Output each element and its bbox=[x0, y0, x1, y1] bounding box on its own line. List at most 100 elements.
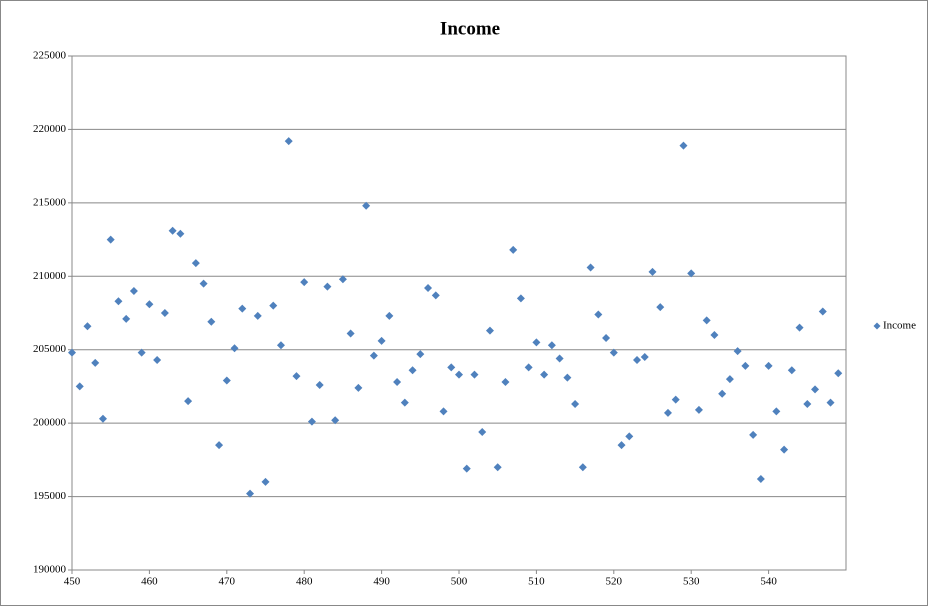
data-point bbox=[114, 297, 123, 306]
data-point bbox=[826, 398, 835, 407]
data-point bbox=[300, 278, 309, 287]
data-point bbox=[269, 301, 278, 310]
data-point bbox=[215, 441, 224, 450]
data-point bbox=[98, 414, 107, 423]
data-point bbox=[400, 398, 409, 407]
data-point bbox=[246, 489, 255, 498]
legend-label: Income bbox=[883, 320, 916, 332]
data-point bbox=[424, 284, 433, 293]
data-point bbox=[617, 441, 626, 450]
legend-marker bbox=[873, 322, 881, 330]
data-point bbox=[222, 376, 231, 385]
x-tick-label: 480 bbox=[296, 576, 313, 588]
data-point bbox=[586, 263, 595, 272]
data-point bbox=[393, 378, 402, 387]
x-tick-label: 530 bbox=[683, 576, 700, 588]
data-point bbox=[439, 407, 448, 416]
data-point bbox=[462, 464, 471, 473]
data-point bbox=[478, 427, 487, 436]
data-point bbox=[749, 430, 758, 439]
data-point bbox=[377, 336, 386, 345]
data-point bbox=[176, 229, 185, 238]
data-point bbox=[362, 201, 371, 210]
data-point bbox=[323, 282, 332, 291]
data-point bbox=[555, 354, 564, 363]
data-point bbox=[129, 286, 138, 295]
data-point bbox=[83, 322, 92, 331]
data-point bbox=[780, 445, 789, 454]
y-tick-label: 195000 bbox=[33, 490, 67, 502]
data-point bbox=[184, 397, 193, 406]
data-point bbox=[633, 355, 642, 364]
data-point bbox=[834, 369, 843, 378]
data-point bbox=[338, 275, 347, 284]
data-point bbox=[68, 348, 76, 357]
data-point bbox=[501, 378, 510, 387]
data-point bbox=[447, 363, 456, 372]
data-point bbox=[663, 408, 672, 417]
data-point bbox=[795, 323, 804, 332]
data-point bbox=[571, 400, 580, 409]
y-tick-label: 225000 bbox=[33, 50, 67, 62]
data-point bbox=[772, 407, 781, 416]
data-point bbox=[416, 350, 425, 359]
x-tick-label: 450 bbox=[64, 576, 81, 588]
data-point bbox=[609, 348, 618, 357]
data-point bbox=[764, 361, 773, 370]
y-tick-label: 215000 bbox=[33, 196, 67, 208]
data-point bbox=[733, 347, 742, 356]
data-point bbox=[153, 355, 162, 364]
data-point bbox=[563, 373, 572, 382]
data-point bbox=[191, 259, 200, 268]
data-point bbox=[578, 463, 587, 472]
data-point bbox=[547, 341, 556, 350]
y-tick-label: 200000 bbox=[33, 417, 67, 429]
data-point bbox=[230, 344, 239, 353]
data-point bbox=[122, 314, 131, 323]
data-point bbox=[207, 317, 216, 326]
data-point bbox=[493, 463, 502, 472]
data-point bbox=[385, 311, 394, 320]
data-point bbox=[679, 141, 688, 150]
data-point bbox=[702, 316, 711, 325]
data-point bbox=[718, 389, 727, 398]
data-point bbox=[756, 474, 765, 483]
data-point bbox=[75, 382, 84, 391]
data-point bbox=[137, 348, 146, 357]
y-tick-label: 220000 bbox=[33, 123, 67, 135]
x-tick-label: 520 bbox=[606, 576, 623, 588]
data-point bbox=[594, 310, 603, 319]
data-point bbox=[292, 372, 301, 381]
data-point bbox=[160, 309, 169, 317]
data-point bbox=[516, 294, 525, 303]
data-point bbox=[168, 226, 177, 235]
data-point bbox=[509, 245, 518, 254]
data-point bbox=[431, 291, 440, 300]
data-point bbox=[261, 477, 270, 486]
data-point bbox=[408, 366, 417, 375]
data-point bbox=[106, 235, 115, 244]
data-point bbox=[787, 366, 796, 375]
x-tick-label: 500 bbox=[451, 576, 468, 588]
data-point bbox=[455, 370, 463, 379]
data-point bbox=[145, 300, 154, 309]
data-point bbox=[725, 375, 734, 384]
y-tick-label: 210000 bbox=[33, 270, 67, 282]
data-point bbox=[470, 370, 479, 379]
data-point bbox=[625, 432, 634, 441]
x-tick-label: 470 bbox=[219, 576, 236, 588]
data-point bbox=[276, 341, 285, 350]
y-tick-label: 190000 bbox=[33, 564, 67, 576]
data-point bbox=[811, 385, 820, 394]
data-point bbox=[540, 370, 549, 379]
data-point bbox=[91, 358, 100, 367]
chart-title: Income bbox=[440, 18, 500, 39]
data-point bbox=[648, 267, 657, 276]
x-tick-label: 460 bbox=[141, 576, 158, 588]
data-point bbox=[199, 279, 208, 288]
data-point bbox=[315, 380, 324, 389]
data-point bbox=[485, 326, 494, 335]
